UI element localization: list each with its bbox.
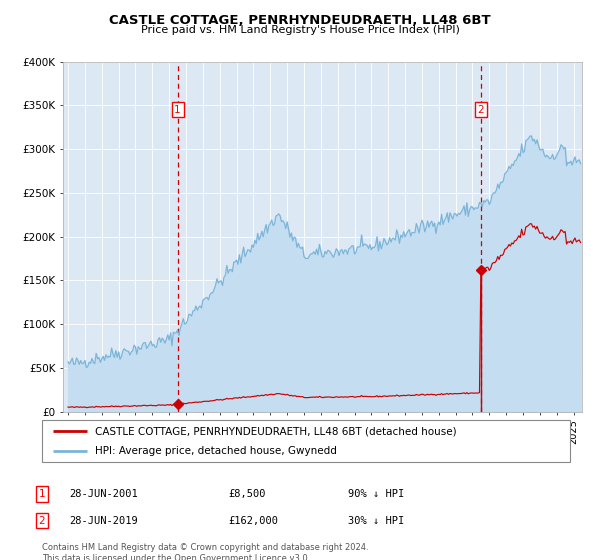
Text: 1: 1 (174, 105, 181, 115)
Text: £8,500: £8,500 (228, 489, 265, 499)
FancyBboxPatch shape (42, 420, 570, 462)
Text: £162,000: £162,000 (228, 516, 278, 526)
Text: 2: 2 (38, 516, 46, 526)
Text: 28-JUN-2019: 28-JUN-2019 (69, 516, 138, 526)
Text: 90% ↓ HPI: 90% ↓ HPI (348, 489, 404, 499)
Text: HPI: Average price, detached house, Gwynedd: HPI: Average price, detached house, Gwyn… (95, 446, 337, 456)
Text: 30% ↓ HPI: 30% ↓ HPI (348, 516, 404, 526)
Text: 2: 2 (478, 105, 484, 115)
Text: Contains HM Land Registry data © Crown copyright and database right 2024.
This d: Contains HM Land Registry data © Crown c… (42, 543, 368, 560)
Text: 28-JUN-2001: 28-JUN-2001 (69, 489, 138, 499)
Text: CASTLE COTTAGE, PENRHYNDEUDRAETH, LL48 6BT (detached house): CASTLE COTTAGE, PENRHYNDEUDRAETH, LL48 6… (95, 426, 457, 436)
Text: CASTLE COTTAGE, PENRHYNDEUDRAETH, LL48 6BT: CASTLE COTTAGE, PENRHYNDEUDRAETH, LL48 6… (109, 14, 491, 27)
Text: 1: 1 (38, 489, 46, 499)
Text: Price paid vs. HM Land Registry's House Price Index (HPI): Price paid vs. HM Land Registry's House … (140, 25, 460, 35)
